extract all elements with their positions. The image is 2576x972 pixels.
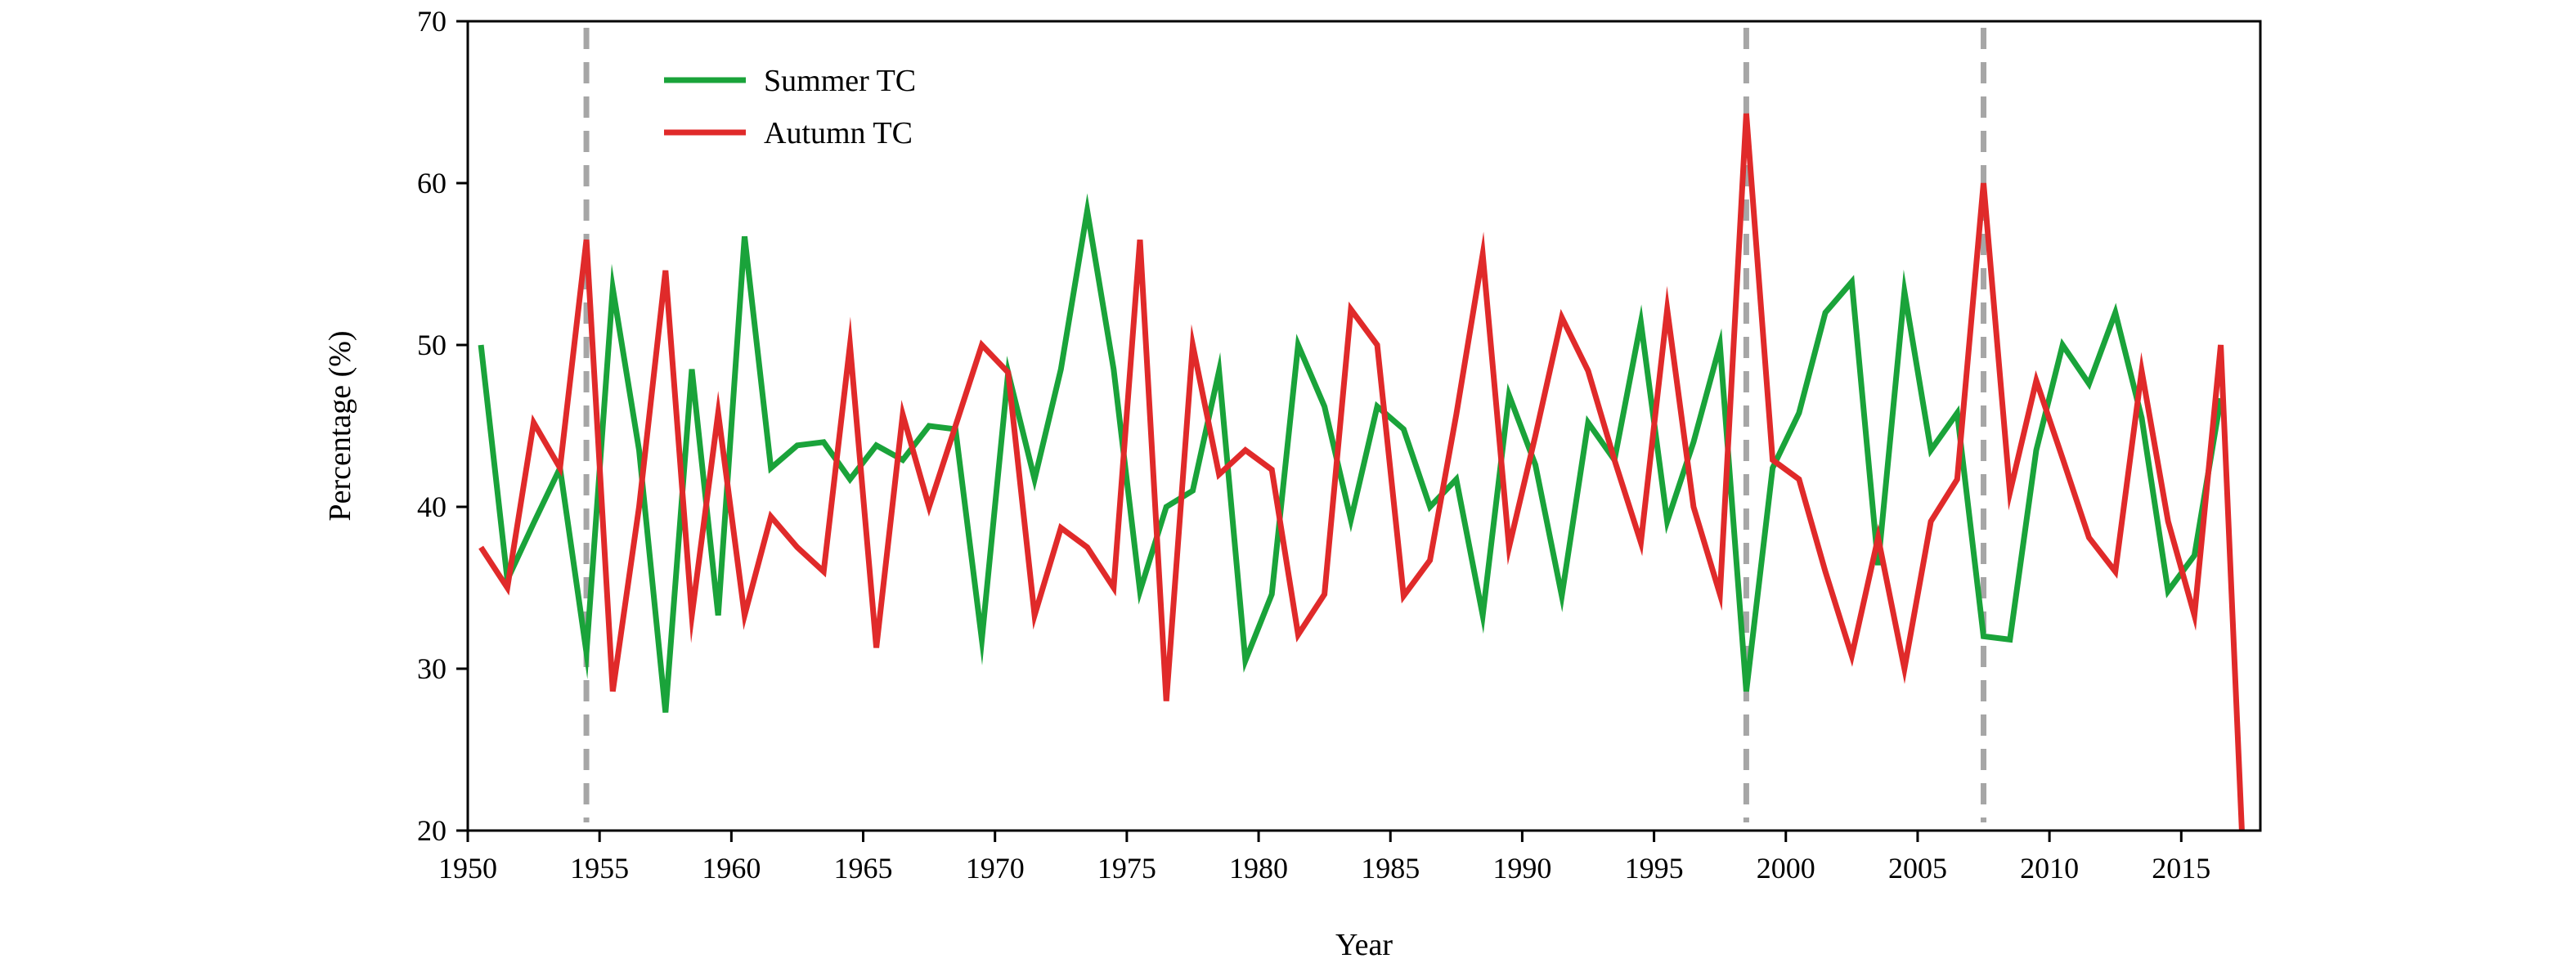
x-axis-title: Year: [1335, 928, 1393, 962]
y-axis-title: Percentage (%): [323, 330, 357, 521]
x-tick-label: 1970: [966, 852, 1025, 885]
x-tick-label: 2010: [2020, 852, 2079, 885]
x-tick-label: 1980: [1229, 852, 1288, 885]
series-line-summer: [478, 193, 2224, 713]
x-tick-label: 1965: [834, 852, 893, 885]
legend-label-autumn: Autumn TC: [764, 116, 913, 150]
x-tick-label: 1960: [702, 852, 761, 885]
x-tick-label: 1985: [1361, 852, 1420, 885]
y-tick-label: 50: [417, 329, 447, 361]
series-line-autumn: [478, 113, 2245, 831]
y-tick-label: 60: [417, 167, 447, 199]
x-tick-label: 1975: [1097, 852, 1156, 885]
y-tick-label: 30: [417, 652, 447, 685]
legend: Summer TC Autumn TC: [664, 64, 916, 150]
y-tick-label: 20: [417, 814, 447, 847]
series-layer: [478, 113, 2245, 831]
y-axis: 20 30 40 50 60 70: [417, 5, 468, 847]
legend-label-summer: Summer TC: [764, 64, 916, 98]
x-axis: 1950 1955 1960 1965 1970 1975 1980 1985 1990 1995…: [438, 831, 2210, 885]
x-tick-label: 1990: [1492, 852, 1551, 885]
x-tick-label: 2005: [1888, 852, 1947, 885]
y-tick-label: 70: [417, 5, 447, 38]
y-tick-label: 40: [417, 490, 447, 523]
plot-area-frame: [466, 20, 2262, 832]
x-tick-label: 1950: [438, 852, 497, 885]
x-tick-label: 2000: [1757, 852, 1815, 885]
x-tick-label: 1955: [570, 852, 629, 885]
x-tick-label: 2015: [2152, 852, 2210, 885]
x-tick-label: 1995: [1625, 852, 1684, 885]
